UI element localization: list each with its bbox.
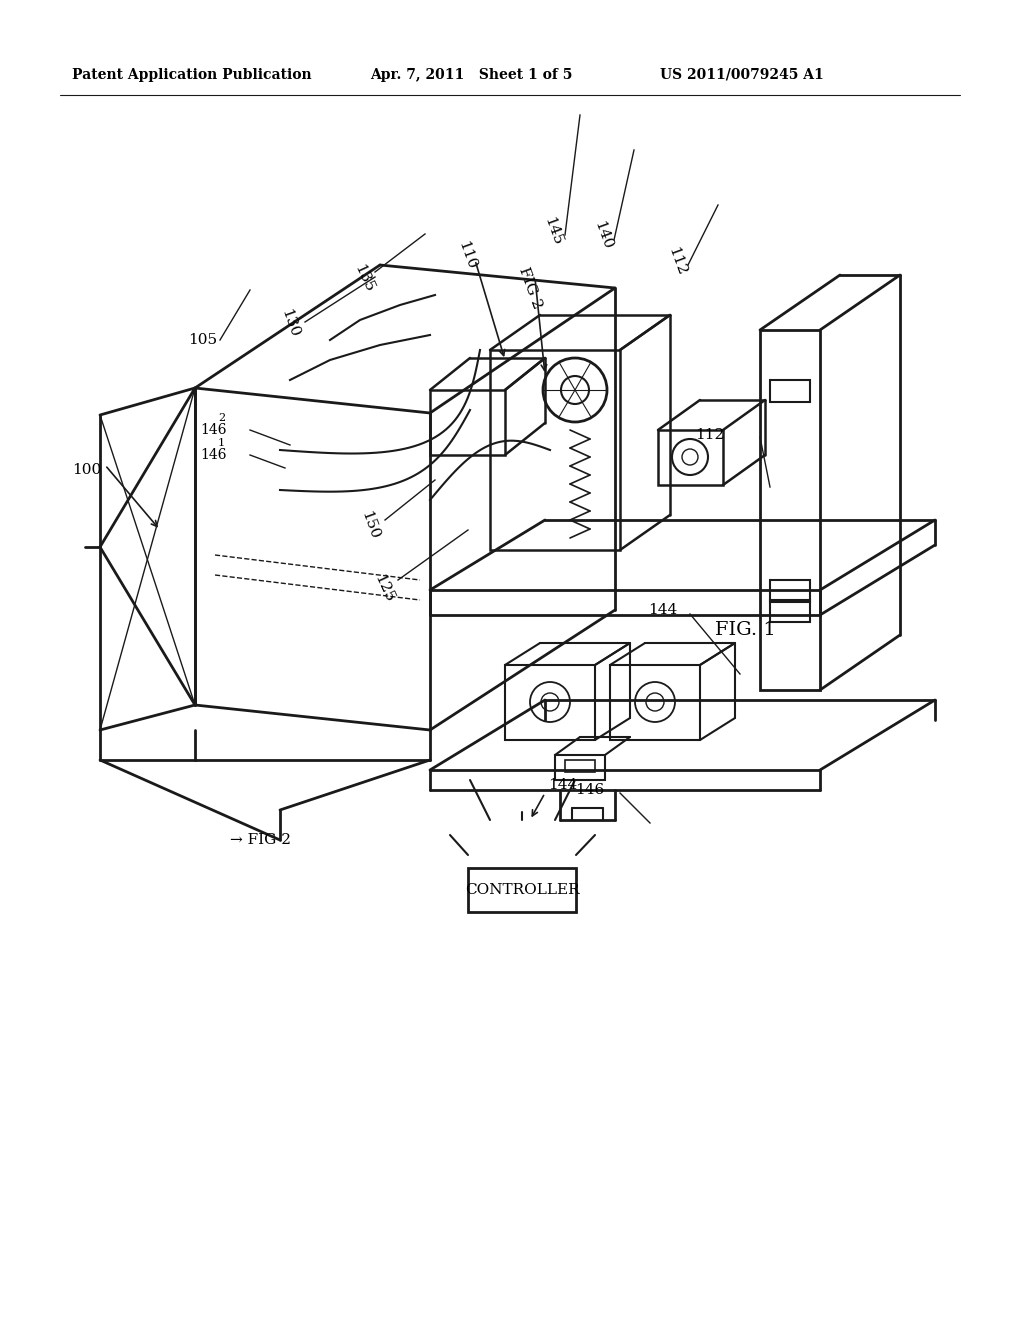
Text: 144: 144 [648, 603, 677, 616]
Text: Apr. 7, 2011   Sheet 1 of 5: Apr. 7, 2011 Sheet 1 of 5 [370, 69, 572, 82]
Bar [565, 760, 595, 772]
Text: 100: 100 [72, 463, 101, 477]
Text: 2: 2 [218, 413, 225, 422]
Text: FIG. 1: FIG. 1 [715, 620, 776, 639]
Bar [770, 601, 810, 622]
Text: FIG 2: FIG 2 [516, 265, 545, 312]
Bar [770, 380, 810, 403]
Text: 112: 112 [695, 428, 724, 442]
Bar [468, 869, 575, 912]
Text: → FIG 2: → FIG 2 [230, 833, 291, 847]
Text: 135: 135 [351, 263, 377, 294]
Bar [505, 665, 595, 741]
Text: 110: 110 [456, 240, 478, 272]
Text: 140: 140 [592, 219, 614, 252]
Text: US 2011/0079245 A1: US 2011/0079245 A1 [660, 69, 823, 82]
Text: 150: 150 [358, 510, 382, 541]
Text: 145: 145 [542, 215, 564, 248]
Bar [490, 350, 620, 550]
Bar [555, 755, 605, 780]
Text: 1: 1 [218, 438, 225, 447]
Bar [430, 389, 505, 455]
Text: CONTROLLER: CONTROLLER [465, 883, 580, 898]
Bar [760, 330, 820, 690]
Text: 130: 130 [279, 308, 301, 339]
Text: 125: 125 [372, 572, 396, 605]
Text: 144: 144 [548, 777, 578, 792]
Text: 146: 146 [200, 447, 226, 462]
Text: Patent Application Publication: Patent Application Publication [72, 69, 311, 82]
Bar [610, 665, 700, 741]
Text: 146: 146 [200, 422, 226, 437]
Bar [770, 579, 810, 602]
Text: 146: 146 [575, 783, 604, 797]
Bar [658, 430, 723, 484]
Text: 112: 112 [666, 246, 688, 279]
Text: 105: 105 [188, 333, 217, 347]
